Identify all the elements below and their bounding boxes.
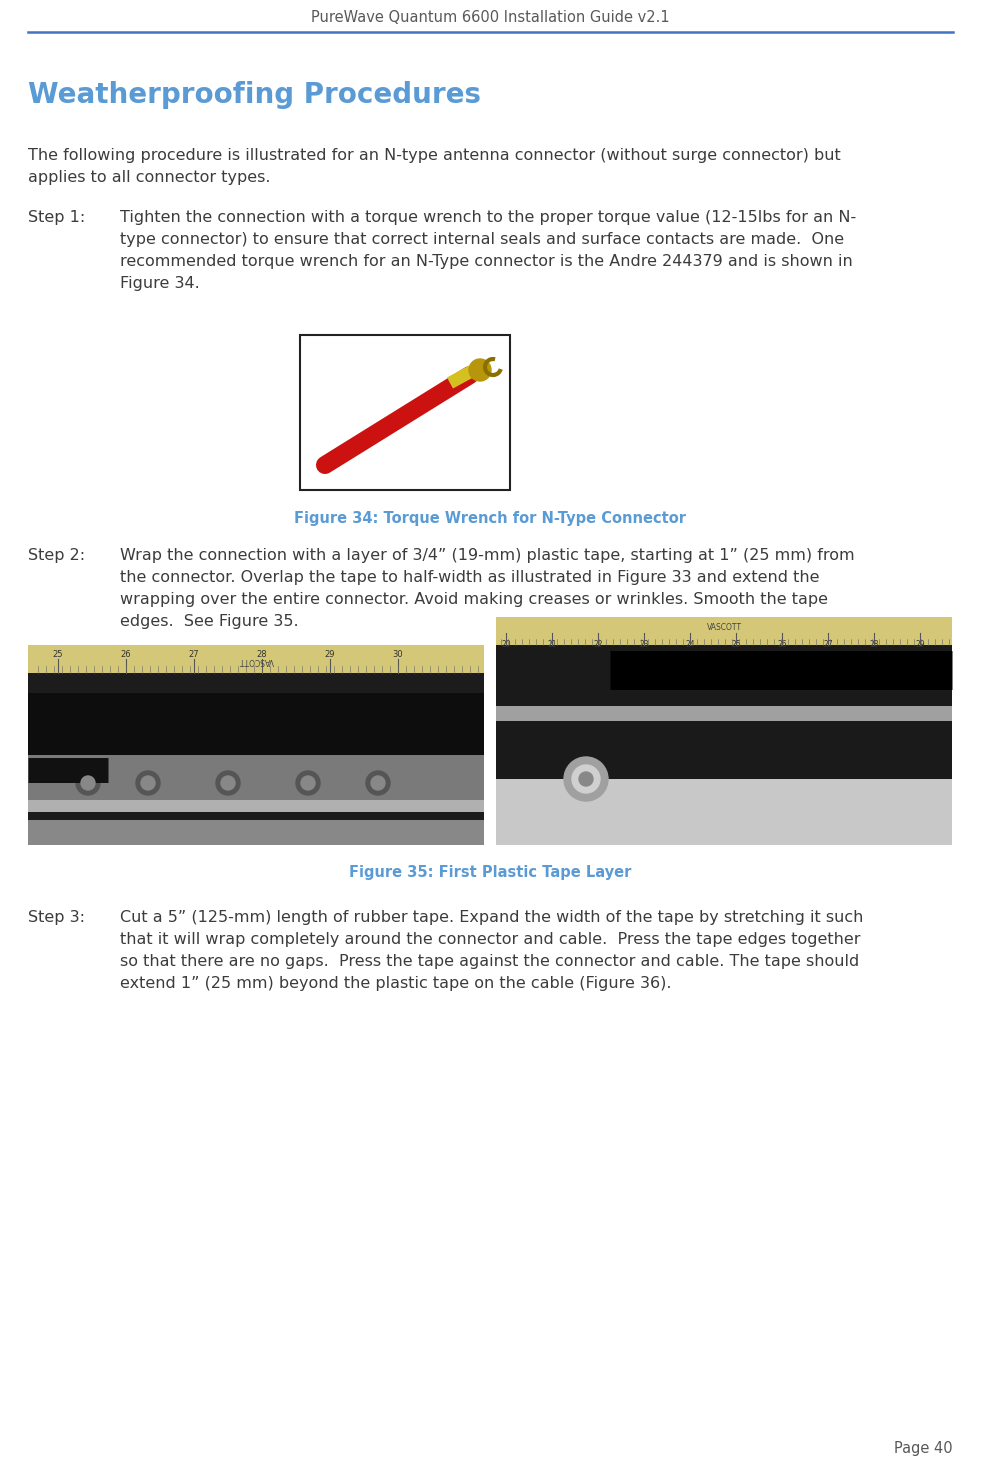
Bar — [28, 752, 484, 813]
Bar — [28, 646, 484, 673]
Text: Cut a 5” (125-mm) length of rubber tape. Expand the width of the tape by stretch: Cut a 5” (125-mm) length of rubber tape.… — [120, 911, 863, 925]
Text: The following procedure is illustrated for an N-type antenna connector (without : The following procedure is illustrated f… — [28, 148, 841, 163]
Circle shape — [579, 772, 593, 786]
Text: PureWave Quantum 6600 Installation Guide v2.1: PureWave Quantum 6600 Installation Guide… — [311, 10, 669, 25]
Bar — [28, 799, 484, 813]
Text: Page 40: Page 40 — [895, 1441, 953, 1455]
Circle shape — [81, 776, 95, 791]
Text: VASCOTT: VASCOTT — [706, 622, 742, 631]
Circle shape — [136, 772, 160, 795]
Circle shape — [366, 772, 390, 795]
Circle shape — [216, 772, 240, 795]
Text: edges.  See Figure 35.: edges. See Figure 35. — [120, 613, 298, 630]
Bar — [300, 335, 510, 490]
Circle shape — [572, 766, 600, 793]
Text: so that there are no gaps.  Press the tape against the connector and cable. The : so that there are no gaps. Press the tap… — [120, 955, 859, 969]
Text: 23: 23 — [640, 640, 648, 649]
Text: recommended torque wrench for an N-Type connector is the Andre 244379 and is sho: recommended torque wrench for an N-Type … — [120, 253, 852, 269]
Circle shape — [141, 776, 155, 791]
Circle shape — [221, 776, 235, 791]
Text: the connector. Overlap the tape to half-width as illustrated in Figure 33 and ex: the connector. Overlap the tape to half-… — [120, 569, 819, 586]
Text: applies to all connector types.: applies to all connector types. — [28, 170, 271, 184]
Bar — [28, 646, 484, 845]
Text: Tighten the connection with a torque wrench to the proper torque value (12-15lbs: Tighten the connection with a torque wre… — [120, 209, 856, 225]
Text: 20: 20 — [501, 640, 511, 649]
Bar — [28, 692, 484, 755]
Text: Figure 34.: Figure 34. — [120, 277, 200, 291]
Text: extend 1” (25 mm) beyond the plastic tape on the cable (Figure 36).: extend 1” (25 mm) beyond the plastic tap… — [120, 976, 672, 991]
Bar — [28, 820, 484, 845]
Circle shape — [371, 776, 385, 791]
Circle shape — [76, 772, 100, 795]
Bar — [496, 646, 952, 845]
Text: 29: 29 — [325, 650, 336, 659]
Circle shape — [301, 776, 315, 791]
Text: Step 3:: Step 3: — [28, 911, 85, 925]
Text: wrapping over the entire connector. Avoid making creases or wrinkles. Smooth the: wrapping over the entire connector. Avoi… — [120, 591, 828, 608]
Text: 25: 25 — [731, 640, 741, 649]
Text: Figure 34: Torque Wrench for N-Type Connector: Figure 34: Torque Wrench for N-Type Conn… — [294, 511, 686, 526]
Text: 28: 28 — [869, 640, 879, 649]
Text: type connector) to ensure that correct internal seals and surface contacts are m: type connector) to ensure that correct i… — [120, 231, 844, 247]
Bar — [496, 779, 952, 845]
Text: 29: 29 — [915, 640, 925, 649]
Bar — [496, 616, 952, 646]
Text: Weatherproofing Procedures: Weatherproofing Procedures — [28, 81, 481, 108]
Circle shape — [564, 757, 608, 801]
Text: Wrap the connection with a layer of 3/4” (19-mm) plastic tape, starting at 1” (2: Wrap the connection with a layer of 3/4”… — [120, 548, 854, 564]
Text: Step 2:: Step 2: — [28, 548, 85, 564]
Circle shape — [469, 359, 491, 381]
Text: 21: 21 — [547, 640, 557, 649]
Text: that it will wrap completely around the connector and cable.  Press the tape edg: that it will wrap completely around the … — [120, 933, 860, 947]
Text: 27: 27 — [188, 650, 199, 659]
Text: 22: 22 — [594, 640, 602, 649]
Text: 27: 27 — [823, 640, 833, 649]
Text: VASCOTT: VASCOTT — [238, 656, 274, 666]
Circle shape — [296, 772, 320, 795]
Text: 25: 25 — [53, 650, 63, 659]
Text: 30: 30 — [392, 650, 403, 659]
Text: 26: 26 — [777, 640, 787, 649]
Bar — [496, 706, 952, 720]
Text: Figure 35: First Plastic Tape Layer: Figure 35: First Plastic Tape Layer — [349, 865, 631, 880]
Text: 28: 28 — [257, 650, 267, 659]
Text: 26: 26 — [121, 650, 131, 659]
Text: 24: 24 — [685, 640, 695, 649]
Text: Step 1:: Step 1: — [28, 209, 85, 225]
